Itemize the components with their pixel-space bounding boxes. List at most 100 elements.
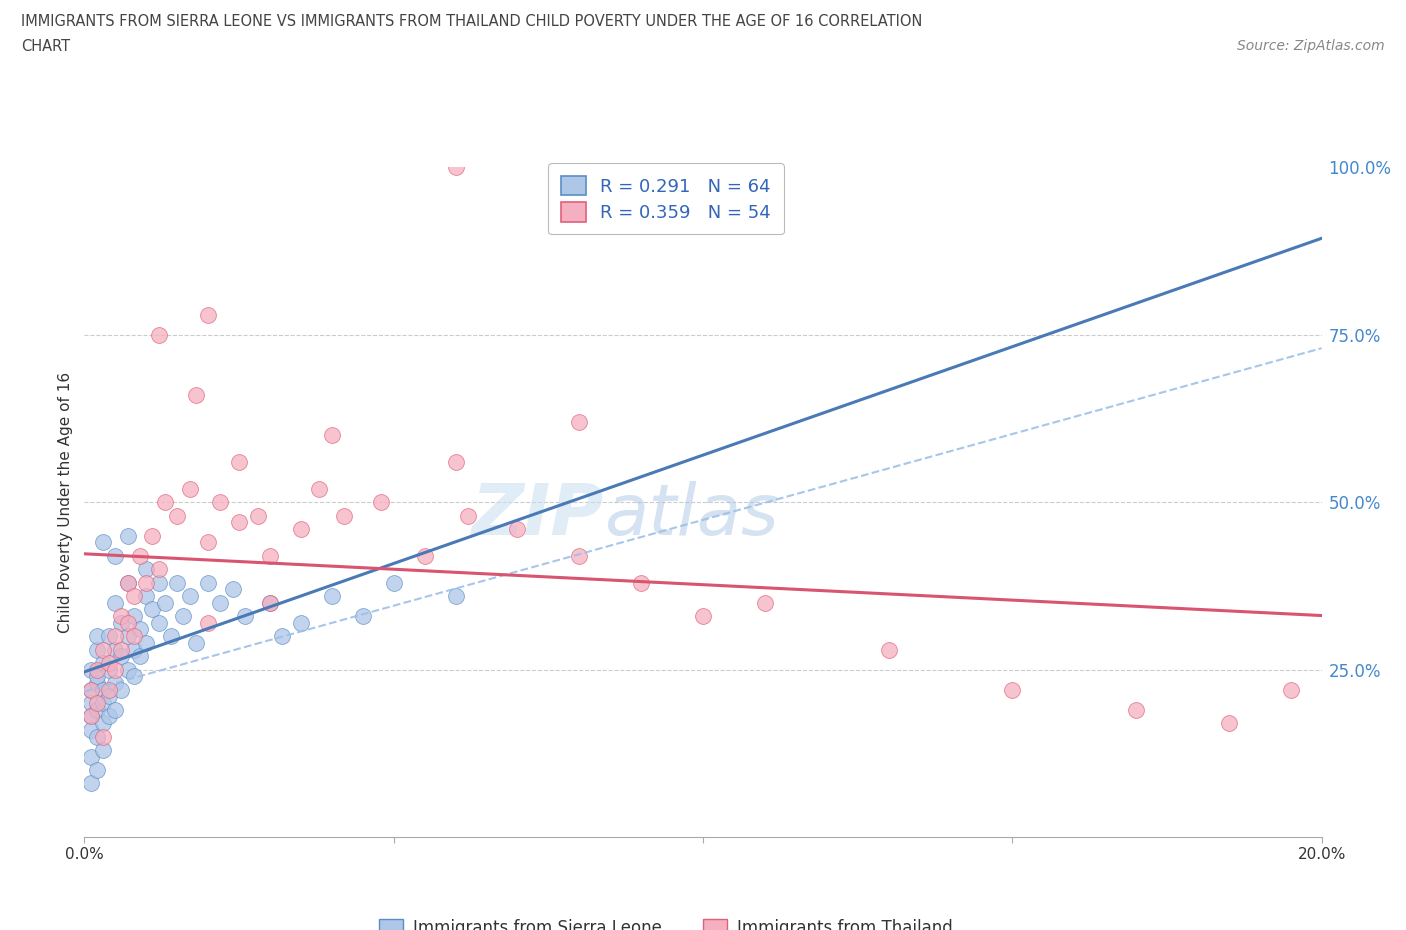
Point	[110, 616, 132, 631]
Point	[184, 635, 207, 650]
Point	[86, 642, 108, 657]
Point	[98, 629, 121, 644]
Point	[129, 649, 152, 664]
Point	[321, 428, 343, 443]
Point	[91, 656, 114, 671]
Point	[179, 482, 201, 497]
Point	[166, 508, 188, 523]
Point	[413, 549, 436, 564]
Point	[122, 629, 145, 644]
Point	[228, 515, 250, 530]
Point	[122, 642, 145, 657]
Point	[117, 575, 139, 590]
Point	[444, 160, 467, 175]
Point	[110, 642, 132, 657]
Point	[122, 669, 145, 684]
Point	[246, 508, 269, 523]
Point	[86, 696, 108, 711]
Point	[148, 327, 170, 342]
Point	[457, 508, 479, 523]
Point	[197, 535, 219, 550]
Point	[91, 535, 114, 550]
Point	[91, 683, 114, 698]
Point	[79, 683, 101, 698]
Text: CHART: CHART	[21, 39, 70, 54]
Point	[122, 608, 145, 623]
Point	[117, 616, 139, 631]
Point	[79, 662, 101, 677]
Point	[129, 549, 152, 564]
Point	[117, 528, 139, 543]
Point	[160, 629, 183, 644]
Point	[110, 683, 132, 698]
Point	[91, 716, 114, 731]
Point	[135, 635, 157, 650]
Point	[172, 608, 194, 623]
Point	[444, 589, 467, 604]
Point	[877, 642, 900, 657]
Point	[290, 522, 312, 537]
Point	[122, 589, 145, 604]
Point	[506, 522, 529, 537]
Point	[104, 595, 127, 610]
Point	[98, 689, 121, 704]
Point	[86, 675, 108, 690]
Point	[179, 589, 201, 604]
Point	[630, 575, 652, 590]
Point	[98, 683, 121, 698]
Point	[166, 575, 188, 590]
Point	[141, 528, 163, 543]
Point	[86, 702, 108, 717]
Point	[290, 616, 312, 631]
Point	[321, 589, 343, 604]
Point	[259, 549, 281, 564]
Point	[79, 750, 101, 764]
Point	[197, 575, 219, 590]
Point	[197, 307, 219, 322]
Point	[91, 729, 114, 744]
Point	[153, 495, 176, 510]
Point	[308, 482, 330, 497]
Point	[141, 602, 163, 617]
Text: ZIP: ZIP	[472, 481, 605, 550]
Point	[1279, 683, 1302, 698]
Text: Source: ZipAtlas.com: Source: ZipAtlas.com	[1237, 39, 1385, 53]
Point	[222, 582, 245, 597]
Point	[333, 508, 356, 523]
Point	[79, 723, 101, 737]
Point	[117, 662, 139, 677]
Point	[1218, 716, 1240, 731]
Point	[135, 575, 157, 590]
Point	[79, 696, 101, 711]
Point	[79, 683, 101, 698]
Point	[104, 702, 127, 717]
Point	[117, 629, 139, 644]
Point	[104, 662, 127, 677]
Point	[86, 629, 108, 644]
Point	[259, 595, 281, 610]
Text: IMMIGRANTS FROM SIERRA LEONE VS IMMIGRANTS FROM THAILAND CHILD POVERTY UNDER THE: IMMIGRANTS FROM SIERRA LEONE VS IMMIGRAN…	[21, 14, 922, 29]
Point	[197, 616, 219, 631]
Point	[110, 649, 132, 664]
Point	[86, 763, 108, 777]
Point	[209, 595, 232, 610]
Point	[1001, 683, 1024, 698]
Point	[86, 729, 108, 744]
Point	[129, 622, 152, 637]
Point	[568, 549, 591, 564]
Point	[568, 415, 591, 430]
Point	[271, 629, 294, 644]
Point	[104, 675, 127, 690]
Text: atlas: atlas	[605, 481, 779, 550]
Point	[79, 776, 101, 790]
Point	[228, 455, 250, 470]
Point	[98, 709, 121, 724]
Point	[104, 549, 127, 564]
Point	[79, 709, 101, 724]
Point	[98, 656, 121, 671]
Point	[754, 595, 776, 610]
Point	[91, 696, 114, 711]
Point	[91, 742, 114, 757]
Point	[86, 662, 108, 677]
Point	[153, 595, 176, 610]
